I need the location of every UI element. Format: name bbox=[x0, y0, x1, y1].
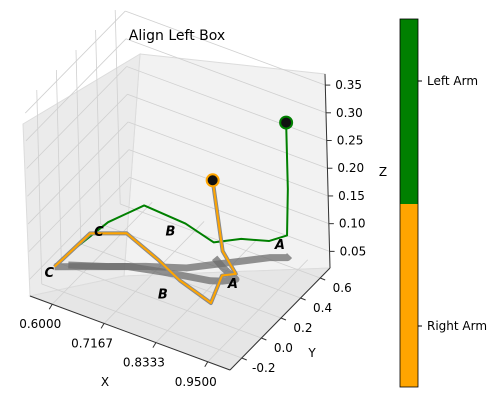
x-tick bbox=[48, 303, 53, 310]
z-tick-label: 0.05 bbox=[340, 244, 367, 258]
y-tick bbox=[320, 277, 326, 281]
y-grid-line bbox=[100, 223, 301, 299]
waypoint-label: C bbox=[45, 266, 55, 281]
z-grid-line-wall bbox=[29, 177, 130, 280]
y-tick bbox=[280, 317, 287, 321]
y-tick bbox=[300, 297, 306, 301]
y-grid-line bbox=[41, 283, 242, 359]
colorbar-label-left-arm: Left Arm bbox=[427, 74, 478, 88]
start-marker-right-arm bbox=[205, 173, 220, 188]
trajectory-series bbox=[53, 115, 294, 305]
y-tick-label: 0.0 bbox=[274, 341, 293, 355]
y-tick-label: 0.4 bbox=[313, 301, 332, 315]
x-axis-line bbox=[29, 295, 231, 371]
back-pane bbox=[123, 53, 331, 277]
colorbar-segment-right-arm bbox=[400, 204, 418, 387]
x-tick-labels: 0.6000 0.7167 0.8333 0.9500 bbox=[19, 317, 217, 389]
x-grid-line bbox=[51, 201, 153, 305]
z-tick-label: 0.25 bbox=[337, 134, 364, 148]
x-tick bbox=[100, 323, 105, 329]
z-grid-line bbox=[128, 149, 329, 225]
start-marker-left-arm bbox=[279, 115, 294, 130]
z-tick-label: 0.30 bbox=[336, 106, 363, 120]
z-grid-line bbox=[129, 176, 330, 252]
y-tick-label: 0.2 bbox=[293, 321, 312, 335]
y-tick-labels: -0.2 0.00.20.40.6 bbox=[252, 281, 352, 375]
x-grid-line bbox=[207, 259, 309, 363]
x-tick-label: 0.6000 bbox=[19, 317, 61, 331]
colorbar: Left Arm Right Arm bbox=[399, 18, 487, 388]
chart-title: Align Left Box bbox=[129, 28, 225, 44]
y-grid-line-wall bbox=[95, 29, 101, 225]
colorbar-outline bbox=[399, 18, 419, 388]
y-grid-line-wall bbox=[36, 89, 43, 285]
x-grid-line bbox=[155, 240, 257, 343]
z-axis-line bbox=[324, 73, 331, 269]
y-grid-line-wall bbox=[55, 69, 62, 265]
z-grid-line bbox=[125, 10, 326, 86]
waypoint-label: A bbox=[227, 277, 238, 292]
z-tick-label: 0.35 bbox=[335, 78, 362, 92]
y-grid-line-wall bbox=[114, 9, 121, 205]
tick-marks bbox=[48, 84, 335, 368]
x-tick-label: 0.8333 bbox=[123, 356, 165, 370]
z-tick-label: 0.10 bbox=[339, 217, 366, 231]
waypoint-label: B bbox=[165, 225, 175, 240]
z-grid-line bbox=[126, 66, 327, 141]
x-tick-label: 0.7167 bbox=[71, 336, 113, 350]
waypoint-label: A bbox=[274, 238, 285, 253]
y-tick bbox=[241, 357, 247, 361]
series-line-left-arm bbox=[67, 122, 289, 255]
z-grid-line-wall bbox=[25, 38, 127, 142]
z-grid-line bbox=[125, 38, 327, 114]
colorbar-segment-left-arm bbox=[400, 19, 418, 204]
z-tick-label: 0.15 bbox=[338, 189, 365, 203]
waypoint-label: B bbox=[158, 287, 168, 302]
x-axis-label: X bbox=[101, 375, 109, 389]
waypoint-label: C bbox=[94, 225, 104, 240]
x-tick bbox=[204, 361, 209, 368]
z-grid-line bbox=[128, 121, 329, 197]
y-grid-line-wall bbox=[75, 49, 82, 245]
z-grid-line-wall bbox=[28, 149, 130, 252]
z-grid-line-wall bbox=[27, 121, 129, 225]
z-axis-label: Z bbox=[379, 165, 387, 179]
z-grid-line-wall bbox=[26, 66, 127, 169]
y-axis-label: Y bbox=[307, 346, 316, 360]
z-grid-line-wall bbox=[27, 93, 128, 197]
y-tick-label: -0.2 bbox=[252, 361, 275, 375]
x-tick bbox=[152, 342, 157, 348]
x-tick-label: 0.9500 bbox=[175, 375, 217, 389]
z-tick-labels: 0.05 0.10 0.15 0.20 0.25 0.30 0.35 bbox=[335, 78, 366, 258]
series-line-right-arm bbox=[53, 180, 237, 304]
y-tick-label: 0.6 bbox=[333, 281, 352, 295]
y-tick bbox=[261, 337, 267, 341]
y-grid-line bbox=[61, 263, 262, 339]
z-grid-line bbox=[127, 93, 328, 169]
z-grid-line-wall bbox=[25, 10, 126, 114]
y-axis-line bbox=[229, 267, 331, 371]
colorbar-label-right-arm: Right Arm bbox=[427, 319, 487, 333]
z-tick-label: 0.20 bbox=[337, 161, 364, 175]
waypoint-labels: A A B B C C bbox=[45, 225, 285, 303]
